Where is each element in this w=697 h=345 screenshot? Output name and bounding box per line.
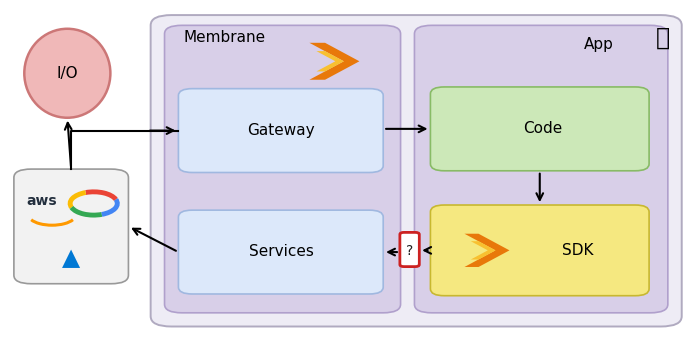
- Text: ?: ?: [406, 244, 413, 258]
- FancyBboxPatch shape: [164, 25, 401, 313]
- FancyBboxPatch shape: [431, 205, 649, 296]
- Text: Services: Services: [249, 244, 314, 259]
- FancyBboxPatch shape: [178, 89, 383, 172]
- Text: Code: Code: [523, 121, 562, 136]
- FancyBboxPatch shape: [431, 87, 649, 171]
- FancyBboxPatch shape: [178, 210, 383, 294]
- Text: aws: aws: [26, 194, 57, 208]
- FancyBboxPatch shape: [415, 25, 668, 313]
- FancyBboxPatch shape: [400, 233, 420, 267]
- Text: 🐳: 🐳: [656, 25, 670, 49]
- Polygon shape: [309, 43, 360, 80]
- Text: I/O: I/O: [56, 66, 78, 81]
- Text: Membrane: Membrane: [184, 30, 266, 45]
- Ellipse shape: [81, 199, 107, 212]
- Polygon shape: [464, 234, 510, 267]
- Text: Gateway: Gateway: [247, 123, 315, 138]
- FancyBboxPatch shape: [14, 169, 128, 284]
- Polygon shape: [470, 241, 496, 259]
- FancyBboxPatch shape: [151, 15, 682, 326]
- Ellipse shape: [24, 29, 110, 118]
- Text: SDK: SDK: [562, 243, 593, 258]
- Text: ▲: ▲: [62, 246, 80, 270]
- Polygon shape: [316, 51, 344, 71]
- Text: App: App: [583, 37, 613, 52]
